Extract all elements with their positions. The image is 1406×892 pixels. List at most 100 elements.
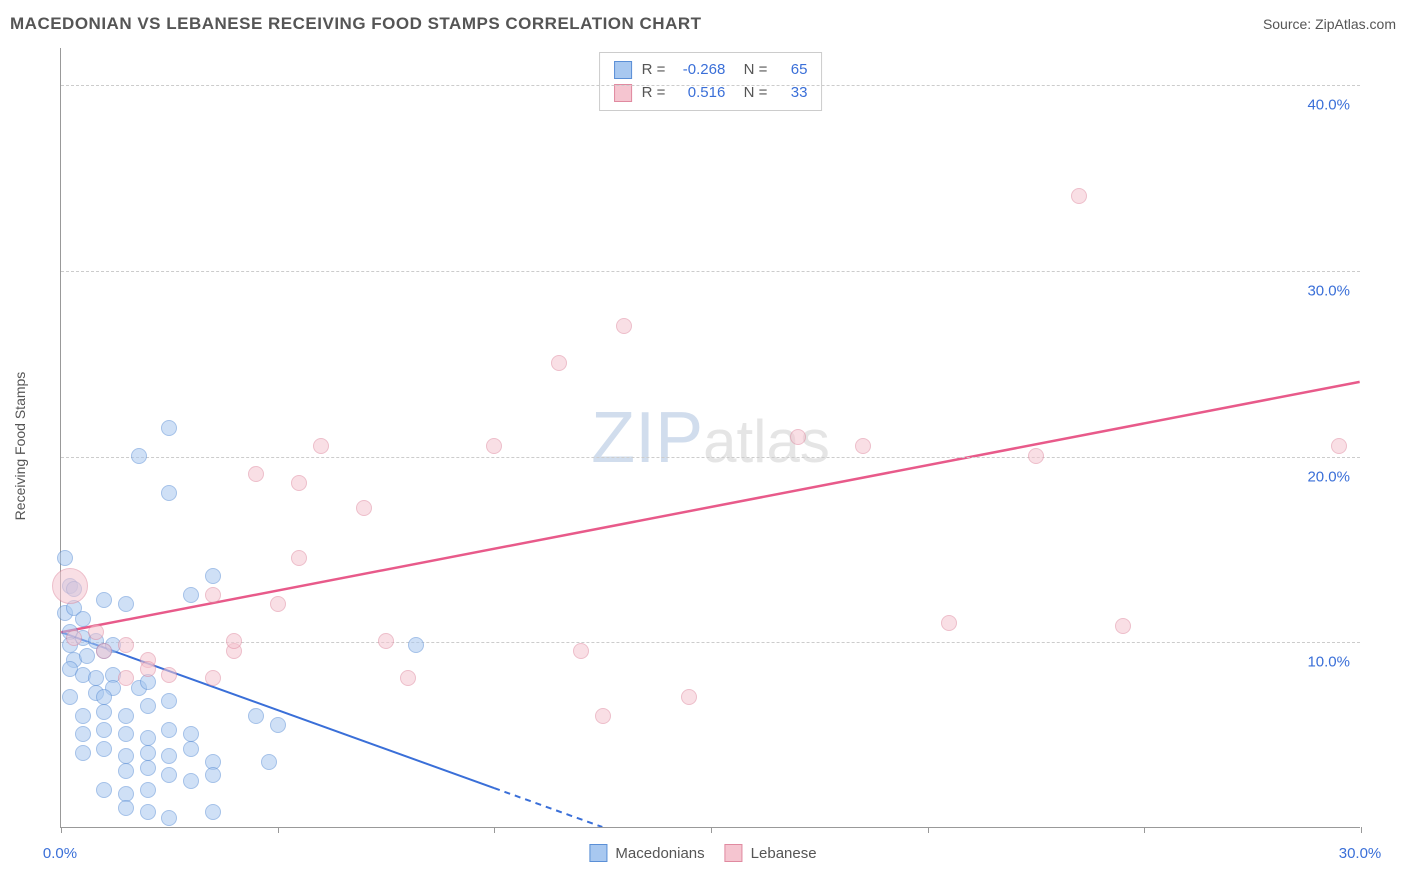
swatch bbox=[589, 844, 607, 862]
r-label: R = bbox=[642, 59, 666, 82]
data-point bbox=[96, 689, 112, 705]
data-point bbox=[131, 448, 147, 464]
legend-label: Lebanese bbox=[751, 845, 817, 862]
data-point bbox=[941, 615, 957, 631]
data-point bbox=[118, 708, 134, 724]
data-point bbox=[118, 637, 134, 653]
data-point bbox=[205, 804, 221, 820]
data-point bbox=[62, 689, 78, 705]
data-point bbox=[75, 745, 91, 761]
data-point bbox=[161, 748, 177, 764]
data-point bbox=[270, 717, 286, 733]
data-point bbox=[790, 429, 806, 445]
gridline-h bbox=[61, 457, 1360, 458]
data-point bbox=[400, 670, 416, 686]
data-point bbox=[161, 767, 177, 783]
data-point bbox=[140, 698, 156, 714]
data-point bbox=[140, 661, 156, 677]
data-point bbox=[378, 633, 394, 649]
data-point bbox=[248, 708, 264, 724]
legend-label: Macedonians bbox=[615, 845, 704, 862]
data-point bbox=[88, 670, 104, 686]
data-point bbox=[96, 592, 112, 608]
data-point bbox=[205, 587, 221, 603]
data-point bbox=[118, 800, 134, 816]
n-value: 65 bbox=[777, 59, 807, 82]
data-point bbox=[161, 667, 177, 683]
data-point bbox=[75, 726, 91, 742]
data-point bbox=[96, 722, 112, 738]
data-point bbox=[79, 648, 95, 664]
data-point bbox=[140, 730, 156, 746]
data-point bbox=[291, 550, 307, 566]
y-tick-label: 30.0% bbox=[1307, 282, 1350, 299]
data-point bbox=[205, 568, 221, 584]
data-point bbox=[616, 318, 632, 334]
data-point bbox=[96, 643, 112, 659]
data-point bbox=[1115, 618, 1131, 634]
n-label: N = bbox=[735, 59, 767, 82]
stats-row: R = -0.268 N = 65 bbox=[614, 59, 808, 82]
gridline-h bbox=[61, 271, 1360, 272]
data-point bbox=[88, 624, 104, 640]
data-point bbox=[1071, 188, 1087, 204]
data-point bbox=[226, 633, 242, 649]
x-tick bbox=[711, 827, 712, 833]
data-point bbox=[356, 500, 372, 516]
r-value: -0.268 bbox=[675, 59, 725, 82]
data-point bbox=[161, 693, 177, 709]
swatch bbox=[614, 84, 632, 102]
data-point bbox=[96, 782, 112, 798]
gridline-h bbox=[61, 642, 1360, 643]
data-point bbox=[486, 438, 502, 454]
x-tick-label: 0.0% bbox=[43, 845, 77, 862]
data-point bbox=[183, 726, 199, 742]
data-point bbox=[140, 760, 156, 776]
source-label: Source: ZipAtlas.com bbox=[1263, 16, 1396, 32]
data-point bbox=[161, 420, 177, 436]
chart-title: MACEDONIAN VS LEBANESE RECEIVING FOOD ST… bbox=[10, 14, 702, 34]
x-tick bbox=[1361, 827, 1362, 833]
data-point bbox=[118, 763, 134, 779]
data-point bbox=[96, 704, 112, 720]
data-point bbox=[205, 670, 221, 686]
data-point bbox=[291, 475, 307, 491]
data-point bbox=[183, 773, 199, 789]
data-point bbox=[66, 630, 82, 646]
data-point bbox=[855, 438, 871, 454]
data-point bbox=[161, 485, 177, 501]
legend-item: Macedonians bbox=[589, 844, 704, 862]
data-point bbox=[551, 355, 567, 371]
data-point bbox=[118, 786, 134, 802]
data-point bbox=[183, 741, 199, 757]
data-point bbox=[183, 587, 199, 603]
data-point bbox=[75, 611, 91, 627]
data-point bbox=[313, 438, 329, 454]
data-point bbox=[161, 722, 177, 738]
x-tick bbox=[61, 827, 62, 833]
data-point bbox=[140, 745, 156, 761]
y-tick-label: 10.0% bbox=[1307, 654, 1350, 671]
swatch bbox=[614, 61, 632, 79]
data-point bbox=[52, 568, 88, 604]
data-point bbox=[140, 804, 156, 820]
data-point bbox=[118, 726, 134, 742]
data-point bbox=[408, 637, 424, 653]
scatter-plot: ZIPatlas R =-0.268 N =65R =0.516 N =33 1… bbox=[60, 48, 1360, 828]
data-point bbox=[118, 596, 134, 612]
data-point bbox=[205, 767, 221, 783]
data-point bbox=[681, 689, 697, 705]
data-point bbox=[118, 670, 134, 686]
data-point bbox=[161, 810, 177, 826]
data-point bbox=[573, 643, 589, 659]
data-point bbox=[118, 748, 134, 764]
swatch bbox=[725, 844, 743, 862]
legend: Macedonians Lebanese bbox=[589, 844, 816, 862]
x-tick bbox=[278, 827, 279, 833]
stats-box: R =-0.268 N =65R =0.516 N =33 bbox=[599, 52, 823, 111]
data-point bbox=[270, 596, 286, 612]
y-tick-label: 40.0% bbox=[1307, 97, 1350, 114]
y-axis-title: Receiving Food Stamps bbox=[12, 372, 28, 521]
data-point bbox=[75, 708, 91, 724]
data-point bbox=[57, 550, 73, 566]
